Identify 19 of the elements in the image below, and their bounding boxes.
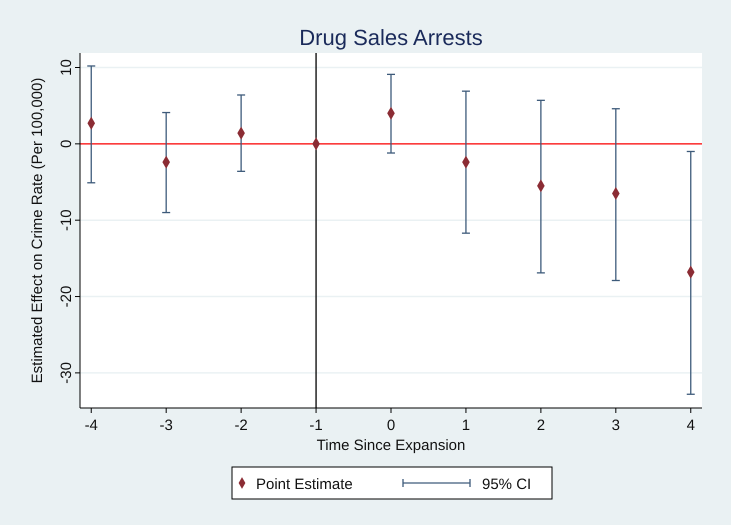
text: 95% CI bbox=[482, 476, 532, 493]
x-tick-label: 1 bbox=[462, 417, 470, 434]
y-axis-title: Estimated Effect on Crime Rate (Per 100,000) bbox=[29, 78, 46, 384]
x-tick-label: -2 bbox=[234, 417, 248, 434]
x-tick-label: 0 bbox=[386, 417, 396, 434]
y-tick-label: -20 bbox=[58, 286, 75, 308]
x-tick-label: 4 bbox=[686, 417, 695, 434]
y-tick-label: -10 bbox=[58, 209, 75, 232]
x-tick-label: -4 bbox=[84, 417, 98, 434]
y-tick-label: -30 bbox=[58, 362, 75, 384]
x-tick-label: -1 bbox=[309, 417, 323, 434]
x-tick-label: 3 bbox=[612, 417, 620, 434]
x-axis-title: Time Since Expansion bbox=[316, 437, 466, 454]
x-tick-label: -3 bbox=[160, 417, 173, 434]
y-tick-label: 10 bbox=[58, 59, 75, 76]
legend-label: Point Estimate bbox=[256, 476, 353, 493]
x-tick-label: 2 bbox=[536, 417, 546, 434]
y-tick-label: 0 bbox=[58, 140, 75, 148]
chart-title: Drug Sales Arrests bbox=[299, 25, 483, 50]
